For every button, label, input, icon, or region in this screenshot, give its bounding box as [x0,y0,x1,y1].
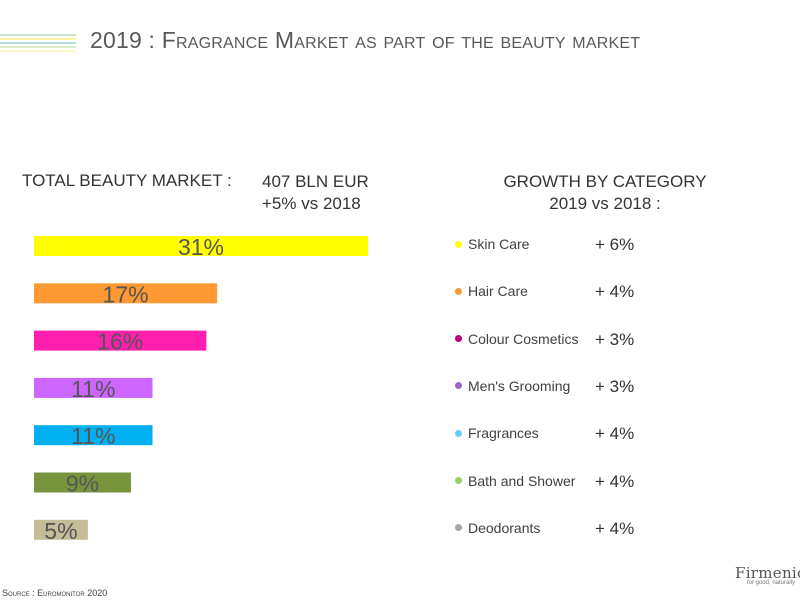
growth-by-category-title: GROWTH BY CATEGORY 2019 vs 2018 : [440,171,770,215]
total-value-amount: 407 BLN EUR [262,172,369,191]
legend-item: Hair Care [455,281,528,301]
legend-dot-icon [455,335,462,343]
page-title: 2019 : Fragrance Market as part of the b… [90,27,641,53]
bar-bath-and-shower [34,472,131,493]
legend-dot-icon [455,287,462,295]
growth-title-line1: GROWTH BY CATEGORY [503,172,707,191]
total-value-growth: +5% vs 2018 [262,194,361,213]
bar-skin-care [34,236,368,256]
bar-men-s-grooming [34,377,153,398]
legend-item: Colour Cosmetics [455,329,578,349]
legend-label: Hair Care [468,283,528,300]
legend-item: Men's Grooming [455,376,570,396]
growth-value: + 6% [595,235,635,254]
legend-dot-icon [455,429,462,437]
legend-dot-icon [455,382,462,390]
bar-deodorants [34,519,88,540]
title-decoration [0,34,76,54]
legend-label: Men's Grooming [468,377,571,394]
total-beauty-market-label: TOTAL BEAUTY MARKET : [22,171,232,190]
bar-value-label: 11% [71,423,115,449]
growth-value: + 4% [595,424,635,444]
legend-dot-icon [455,524,462,532]
legend-item: Bath and Shower [455,471,575,491]
total-beauty-market-value: 407 BLN EUR +5% vs 2018 [262,171,369,215]
legend-label: Deodorants [468,519,541,536]
bar-value-label: 5% [44,518,77,544]
bar-colour-cosmetics [34,330,207,351]
category-share-bar-chart: 31% 17% 16% 11% 11% 9% 5% [34,234,368,544]
legend-item: Skin Care [455,234,529,254]
legend-label: Fragrances [468,425,539,442]
legend-label: Skin Care [468,236,530,252]
legend-item: Deodorants [455,518,540,538]
source-note: Source : Euromonitor 2020 [2,588,108,598]
bar-value-label: 17% [103,281,149,307]
legend-label: Colour Cosmetics [468,330,579,347]
legend-item: Fragrances [455,423,539,443]
bar-value-label: 16% [97,329,143,355]
growth-value: + 3% [595,376,635,396]
legend-label: Bath and Shower [468,472,576,489]
growth-value: + 4% [595,518,635,538]
firmenich-logo: Firmenich for good, naturally [735,564,800,586]
growth-value: + 3% [595,329,635,349]
growth-title-line2: 2019 vs 2018 : [549,194,661,213]
growth-value: + 4% [595,471,635,491]
bar-fragrances [34,425,153,446]
bar-value-label: 31% [178,234,224,260]
logo-tagline: for good, naturally [746,580,795,586]
bar-value-label: 9% [66,471,99,497]
bar-hair-care [34,283,218,304]
bar-value-label: 11% [71,376,115,402]
logo-name: Firmenich [735,564,800,582]
legend-dot-icon [455,477,462,484]
growth-value: + 4% [595,282,635,302]
legend-dot-icon [455,240,462,248]
